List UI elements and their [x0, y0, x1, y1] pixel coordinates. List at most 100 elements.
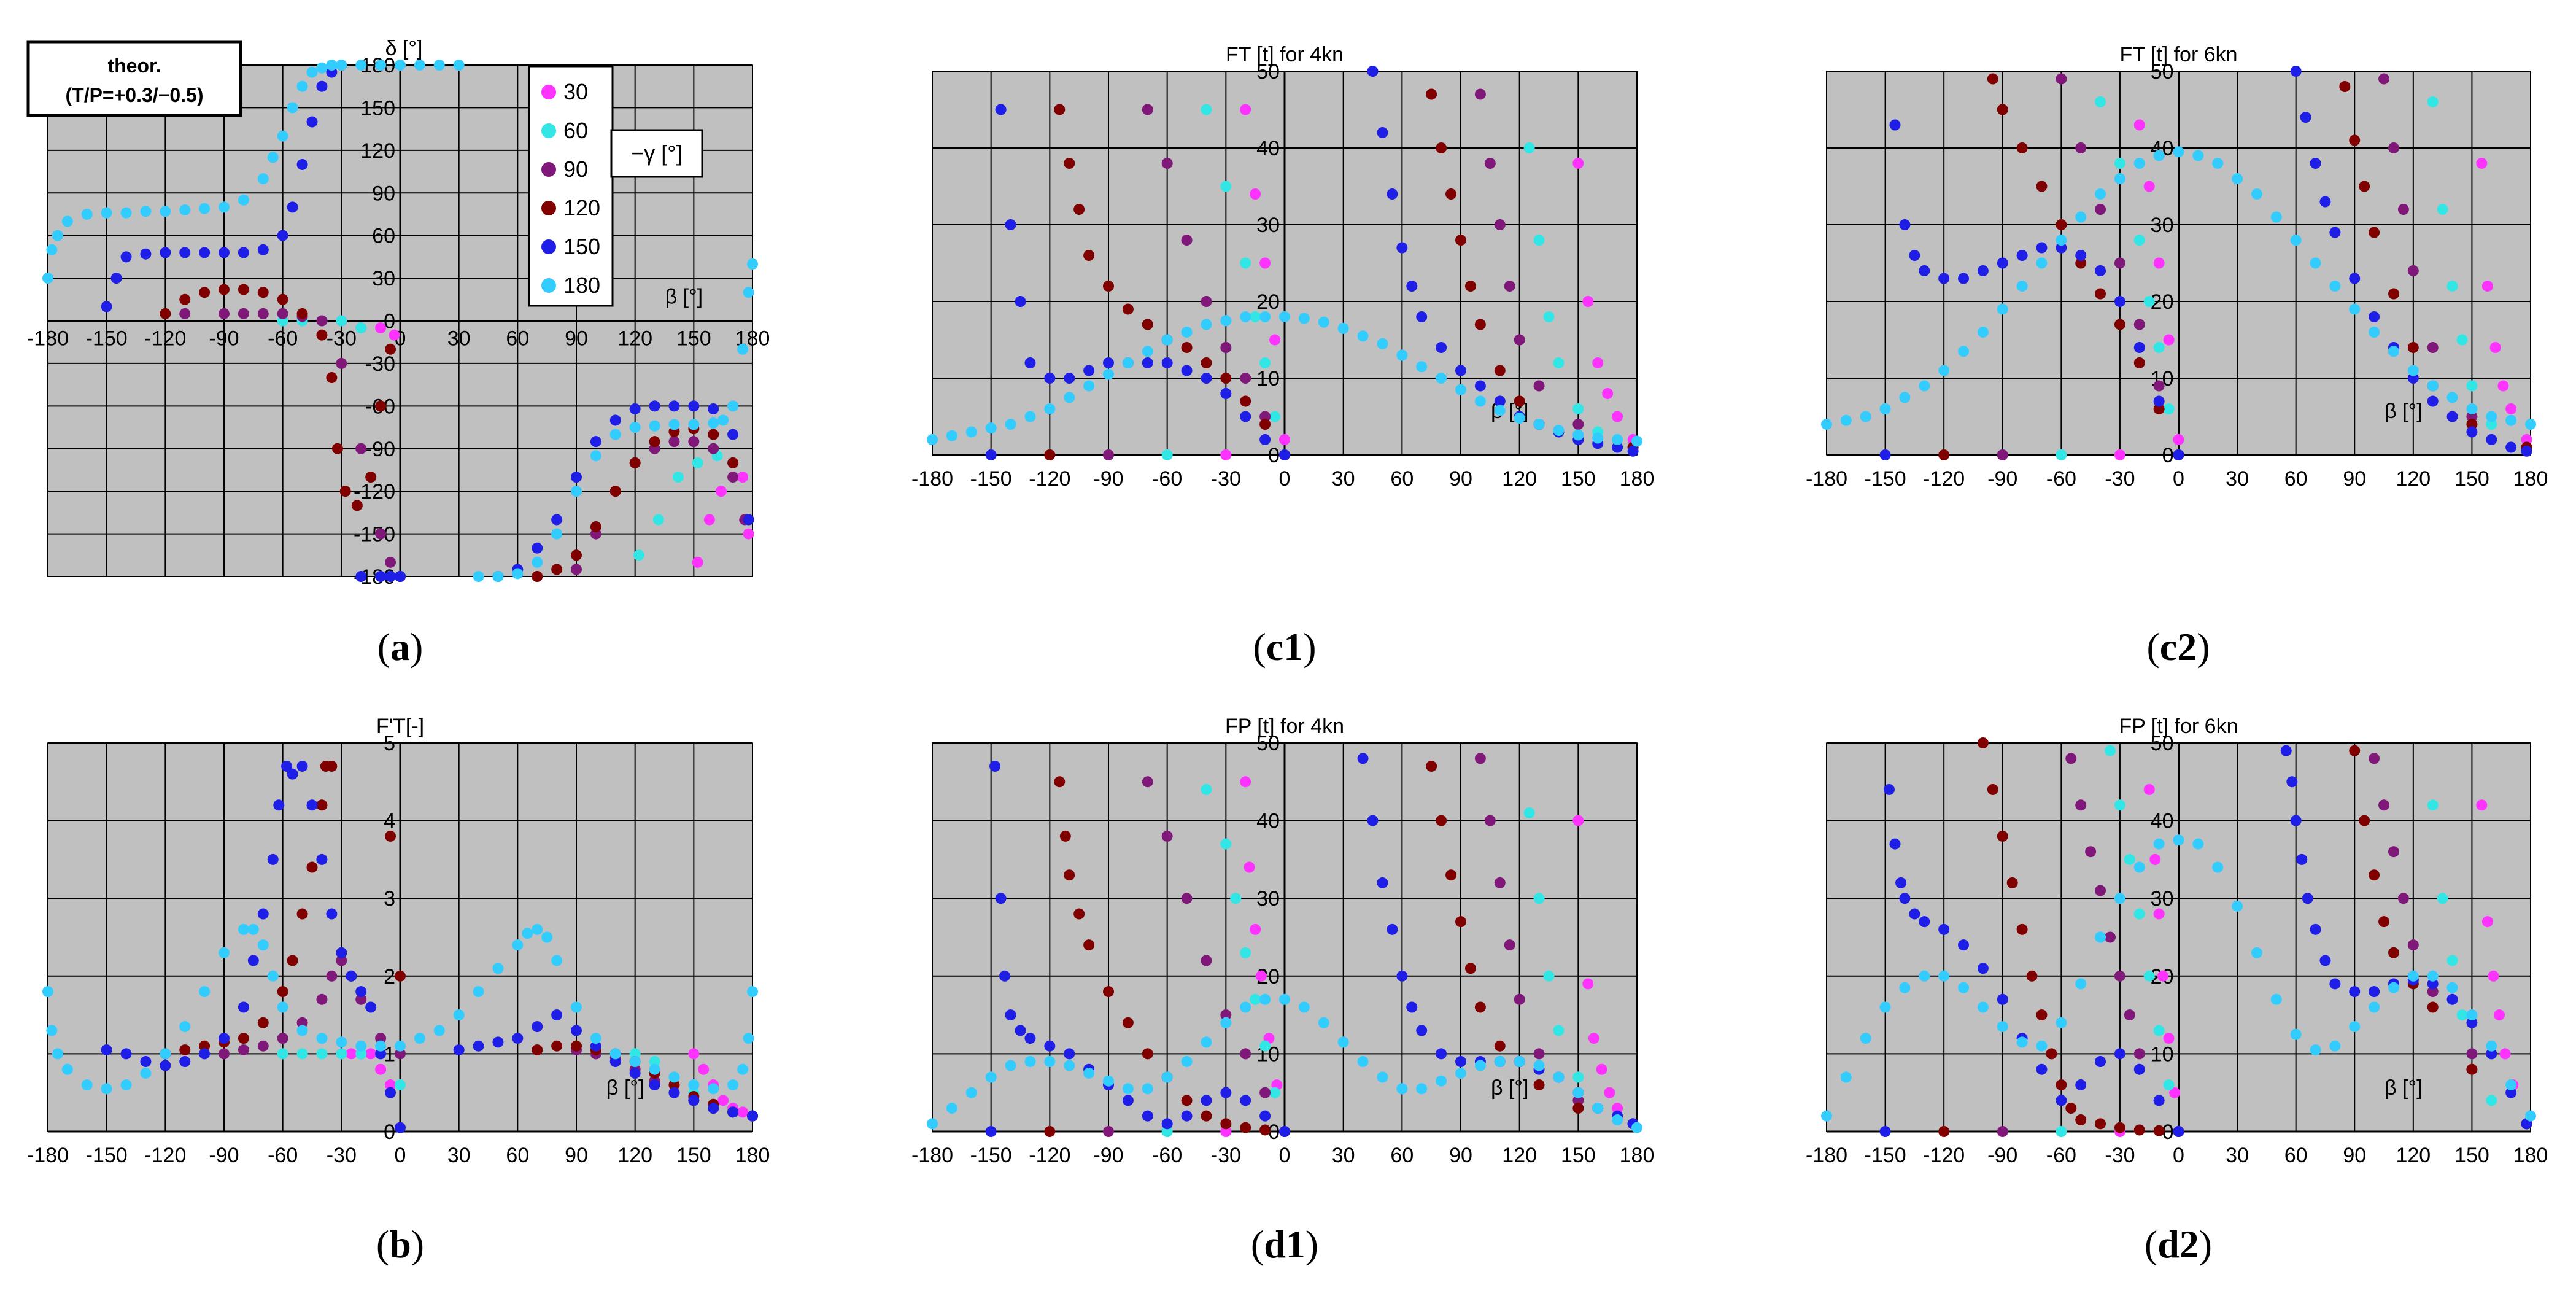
data-point-180 [1938, 970, 1950, 982]
data-point-60 [316, 1048, 328, 1060]
data-point-120 [1083, 250, 1095, 261]
data-point-120 [219, 284, 230, 295]
data-point-90 [1484, 815, 1496, 826]
data-point-120 [1259, 1124, 1271, 1136]
data-point-120 [316, 329, 328, 341]
x-tick-label: 180 [2513, 1144, 2548, 1167]
x-axis-label: β [°] [2385, 1076, 2423, 1100]
chart-c2: -180 -150 -120 -90 -60 -30 0 30 60 90 120 150 180504… [1806, 43, 2548, 491]
data-point-180 [1860, 1033, 1871, 1044]
data-point-150 [1997, 257, 2008, 269]
data-point-180 [2349, 303, 2361, 315]
data-point-150 [385, 1087, 396, 1098]
data-point-180 [571, 1001, 582, 1013]
data-point-90 [316, 315, 328, 327]
data-point-30 [375, 322, 387, 334]
data-point-30 [688, 1048, 700, 1060]
data-point-60 [1259, 1040, 1271, 1052]
data-point-120 [2006, 877, 2018, 888]
x-tick-label: 60 [1390, 467, 1414, 491]
data-point-120 [257, 1017, 269, 1028]
x-tick-label: -180 [27, 327, 69, 351]
data-point-120 [1455, 916, 1466, 928]
legend: 30 60 90 120 150 180 [528, 65, 614, 307]
x-tick-label: -180 [27, 1144, 69, 1167]
x-tick-label: -120 [144, 1144, 186, 1167]
data-point-150 [179, 1056, 191, 1068]
data-point-120 [287, 955, 298, 966]
data-point-120 [2349, 745, 2361, 756]
data-point-150 [1919, 265, 1930, 276]
data-point-120 [199, 287, 211, 298]
data-point-120 [1240, 395, 1251, 407]
chart-title: FP [t] for 4kn [1225, 715, 1344, 738]
data-point-90 [375, 1033, 387, 1044]
data-point-120 [1073, 908, 1085, 920]
data-point-180 [1122, 357, 1134, 368]
data-point-90 [277, 308, 288, 319]
data-point-150 [708, 403, 719, 414]
data-point-150 [1879, 1126, 1891, 1137]
data-point-180 [2095, 931, 2106, 943]
data-point-180 [1318, 316, 1329, 328]
x-tick-label: 60 [1390, 1144, 1414, 1167]
data-point-150 [365, 1001, 377, 1013]
data-point-120 [2349, 134, 2361, 146]
data-point-150 [747, 1110, 758, 1122]
data-point-180 [1860, 411, 1871, 422]
data-point-180 [316, 1033, 328, 1044]
data-point-150 [267, 853, 279, 865]
data-point-180 [238, 923, 249, 935]
data-point-120 [365, 472, 377, 483]
data-point-120 [2466, 419, 2478, 430]
data-point-180 [1201, 319, 1212, 330]
data-point-60 [395, 1079, 406, 1091]
data-point-90 [316, 993, 328, 1005]
data-point-90 [1474, 753, 1486, 764]
data-point-180 [2114, 173, 2125, 184]
data-point-60 [355, 322, 367, 334]
data-point-150 [1122, 1095, 1134, 1106]
data-point-180 [1161, 1071, 1173, 1083]
data-point-120 [2359, 815, 2370, 826]
data-point-60 [2056, 449, 2067, 460]
data-point-90 [688, 436, 700, 448]
data-point-150 [2349, 986, 2361, 998]
data-point-120 [1474, 319, 1486, 330]
x-tick-label: -90 [1093, 1144, 1123, 1167]
data-point-150 [1064, 1048, 1075, 1060]
y-tick-label: 3 [384, 887, 395, 911]
data-point-180 [2290, 1028, 2302, 1040]
data-point-90 [326, 970, 338, 982]
data-point-150 [727, 429, 739, 440]
x-tick-label: -90 [209, 1144, 239, 1167]
data-point-180 [414, 60, 425, 71]
data-point-30 [1250, 923, 1261, 935]
series-90 [1103, 753, 1639, 1137]
data-point-60 [1543, 970, 1555, 982]
data-point-180 [179, 1021, 191, 1033]
x-tick-label: -60 [268, 327, 298, 351]
data-point-150 [1396, 242, 1408, 254]
data-point-150 [985, 1126, 997, 1137]
data-point-30 [698, 1063, 710, 1075]
data-point-180 [1821, 419, 1832, 430]
chart-d2: -180 -150 -120 -90 -60 -30 0 30 60 90 120 150 180 50 4… [1806, 715, 2548, 1167]
data-point-150 [238, 1001, 249, 1013]
data-point-120 [2153, 403, 2165, 414]
caption-c1: (c1) [1253, 625, 1316, 669]
data-point-150 [1455, 1056, 1466, 1068]
data-point-180 [492, 963, 504, 974]
data-point-150 [2329, 978, 2341, 990]
data-point-150 [1240, 1095, 1251, 1106]
data-point-120 [331, 443, 343, 454]
data-point-180 [296, 1025, 308, 1036]
series-30 [2114, 783, 2532, 1137]
data-point-150 [743, 514, 754, 526]
data-point-150 [1889, 119, 1901, 131]
y-tick-label: 0 [384, 1120, 395, 1144]
data-point-150 [2349, 273, 2361, 284]
data-point-120 [1073, 204, 1085, 215]
data-point-150 [1279, 1126, 1290, 1137]
gamma-box [610, 129, 703, 178]
